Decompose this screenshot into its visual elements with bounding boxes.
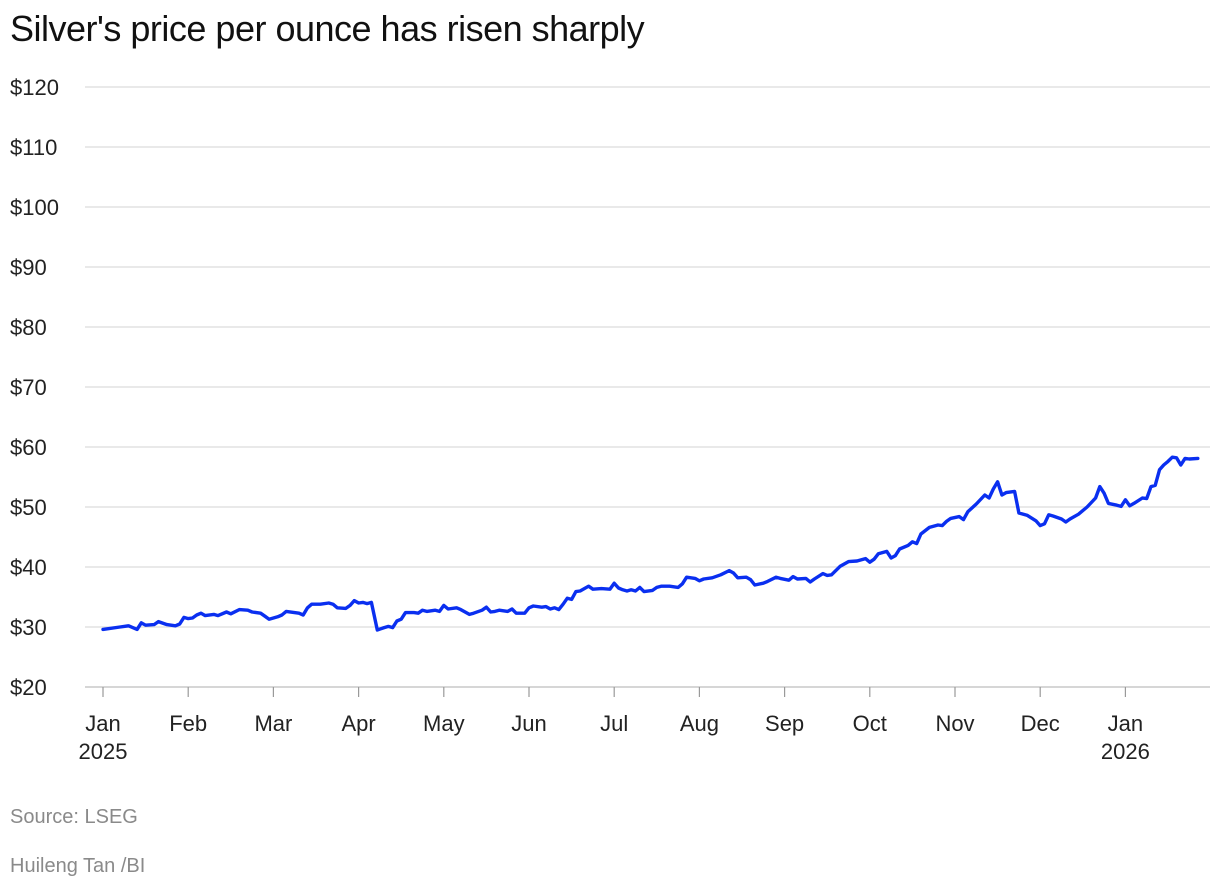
x-tick-label: Jan <box>1108 711 1143 736</box>
x-tick-label: Oct <box>853 711 887 736</box>
x-tick-label: Feb <box>169 711 207 736</box>
x-tick-year-label: 2025 <box>79 739 128 764</box>
credit-note: Huileng Tan /BI <box>10 855 146 877</box>
line-chart: $20 $30 $40 $50 $60 $70 $80 $90 $100 $110 $120 Jan… <box>10 75 1210 764</box>
y-tick-label: $70 <box>10 375 47 400</box>
y-tick-label: $20 <box>10 675 47 700</box>
x-tick-year-label: 2026 <box>1101 739 1150 764</box>
x-tick-label: Apr <box>341 711 375 736</box>
x-axis-ticks: Jan 2025 Feb Mar Apr May Jun Jul Aug Sep Oct Nov Dec… <box>79 687 1150 764</box>
x-tick-label: Sep <box>765 711 804 736</box>
x-tick-label: Nov <box>935 711 974 736</box>
series-line <box>101 455 1200 632</box>
gridlines <box>85 86 1210 688</box>
y-tick-label: $40 <box>10 555 47 580</box>
x-tick-label: Jun <box>511 711 546 736</box>
y-tick-label: $90 <box>10 255 47 280</box>
series-layer <box>101 455 1200 632</box>
y-tick-label: $60 <box>10 435 47 460</box>
y-axis-ticks: $20 $30 $40 $50 $60 $70 $80 $90 $100 $110 $120 <box>10 75 59 700</box>
y-tick-label: $120 <box>10 75 59 100</box>
x-tick-label: May <box>423 711 465 736</box>
x-tick-label: Dec <box>1021 711 1060 736</box>
source-note: Source: LSEG <box>10 806 138 828</box>
y-tick-label: $80 <box>10 315 47 340</box>
x-tick-label: Aug <box>680 711 719 736</box>
x-tick-label: Mar <box>254 711 292 736</box>
y-tick-label: $100 <box>10 195 59 220</box>
x-tick-label: Jul <box>600 711 628 736</box>
y-tick-label: $110 <box>10 135 57 160</box>
y-tick-label: $30 <box>10 615 47 640</box>
x-tick-label: Jan <box>85 711 120 736</box>
chart-title: Silver's price per ounce has risen sharp… <box>10 8 645 49</box>
y-tick-label: $50 <box>10 495 47 520</box>
